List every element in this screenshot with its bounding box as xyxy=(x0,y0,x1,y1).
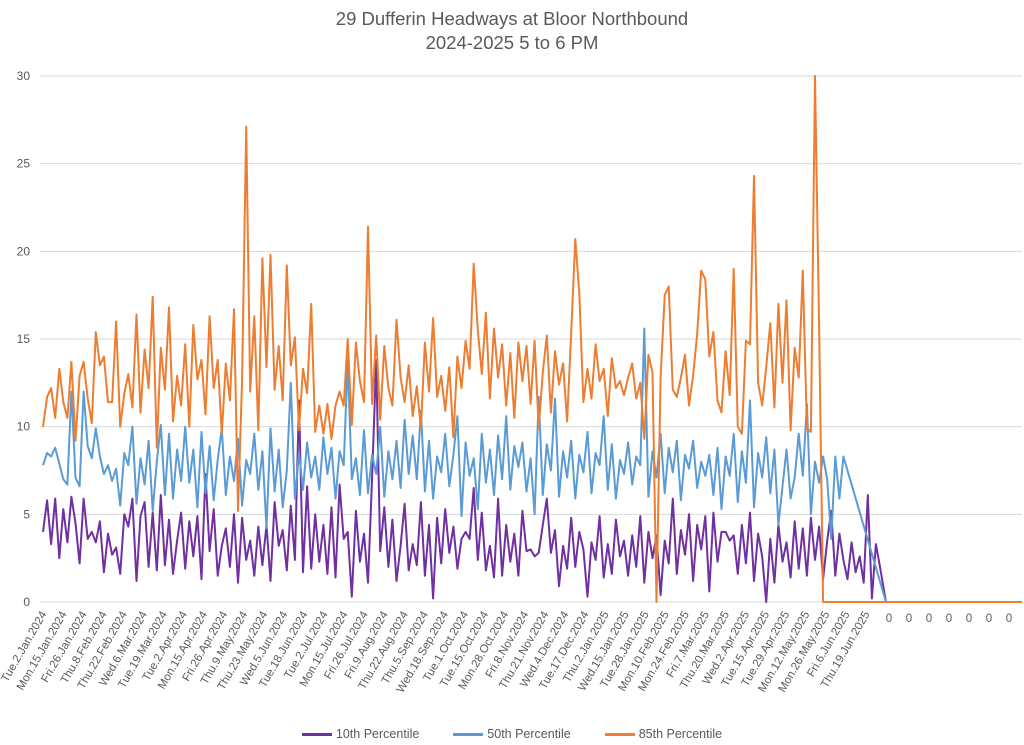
x-tick-label: 0 xyxy=(946,613,952,625)
legend-label-10th: 10th Percentile xyxy=(335,727,420,741)
legend: 10th Percentile 50th Percentile 85th Per… xyxy=(0,727,1024,741)
series-line-85th xyxy=(42,75,1022,603)
chart-title: 29 Dufferin Headways at Bloor Northbound xyxy=(335,8,689,29)
legend-label-50th: 50th Percentile xyxy=(487,727,571,741)
x-tick-label: 0 xyxy=(966,613,972,625)
y-tick-label: 15 xyxy=(17,332,31,346)
legend-swatch-85th xyxy=(604,732,635,736)
y-tick-label: 20 xyxy=(17,244,31,258)
x-tick-label: 0 xyxy=(1006,613,1012,625)
y-tick-label: 25 xyxy=(17,157,31,171)
chart-subtitle: 2024-2025 5 to 6 PM xyxy=(425,32,599,53)
x-tick-label: 0 xyxy=(886,613,892,625)
legend-item-50th: 50th Percentile xyxy=(453,727,571,741)
legend-item-10th: 10th Percentile xyxy=(301,727,420,741)
y-tick-label: 5 xyxy=(23,507,30,521)
y-tick-label: 0 xyxy=(23,595,30,609)
legend-label-85th: 85th Percentile xyxy=(638,727,723,741)
legend-item-85th: 85th Percentile xyxy=(604,727,723,741)
x-tick-label: 0 xyxy=(926,613,932,625)
series-line-10th xyxy=(42,359,1022,603)
x-tick-label: 0 xyxy=(986,613,992,625)
series-line-50th xyxy=(42,327,1022,603)
legend-swatch-50th xyxy=(453,732,484,736)
legend-swatch-10th xyxy=(301,732,332,736)
y-tick-label: 30 xyxy=(17,69,31,83)
x-tick-label: 0 xyxy=(906,613,912,625)
y-tick-label: 10 xyxy=(17,420,31,434)
